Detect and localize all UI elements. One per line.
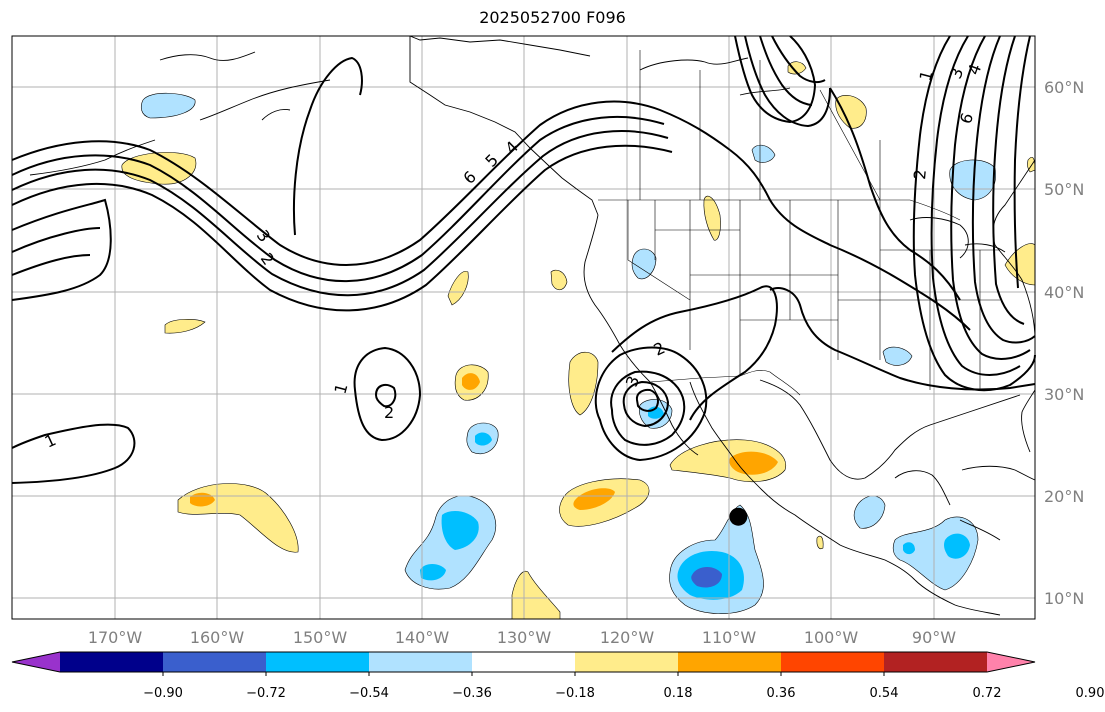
lon-label: 140°W [395,628,450,647]
contour-label: 2 [384,403,394,422]
lon-label: 100°W [804,628,859,647]
anomaly-patch-negative-strong [903,542,915,555]
anomaly-patch-positive-strong [729,451,778,475]
lon-label: 150°W [293,628,348,647]
contour-label: 1 [331,381,352,396]
colorbar-bin [781,652,885,672]
colorbar-labels: −0.90 −0.72 −0.54 −0.36 −0.18 0.18 0.36 … [143,686,1104,701]
colorbar-tick-label: 0.72 [973,686,1002,701]
colorbar-tick-label: 0.90 [1076,686,1105,701]
anomaly-patch-negative-strong [475,432,492,446]
colorbar-bin [163,652,267,672]
colorbar-extend-right [987,652,1035,672]
lat-label: 30°N [1044,385,1084,404]
colorbar-tick-label: −0.36 [452,686,492,701]
latitude-labels: 60°N 50°N 40°N 30°N 20°N 10°N [1044,78,1084,608]
colorbar-tick-label: −0.18 [555,686,595,701]
anomaly-patch-negative [751,144,776,163]
colorbar-tick-label: 0.18 [664,686,693,701]
contour-label: 2 [910,169,930,181]
colorbar-bin [472,652,576,672]
lat-label: 50°N [1044,180,1084,199]
lat-label: 60°N [1044,78,1084,97]
colorbar [11,651,1036,676]
anomaly-patch-positive [816,535,824,549]
anomaly-patch-negative-strong [420,564,446,581]
colorbar-bin [884,652,988,672]
lon-label: 130°W [497,628,552,647]
colorbar-outline [11,651,1036,673]
anomaly-patch-positive [164,319,206,334]
colorbar-extend-left [12,652,60,672]
colorbar-tick-label: −0.54 [349,686,389,701]
lon-label: 170°W [88,628,143,647]
map-title: 2025052700 F096 [479,8,626,27]
anomaly-patch-positive [447,271,469,306]
colorbar-tick-label: −0.72 [246,686,286,701]
political-borders [598,50,1000,396]
anomaly-patch-positive-strong [573,488,615,510]
anomaly-patch-positive [835,95,867,129]
map-panel: 2 3 6 5 4 1 2 1 2 3 1 3 4 6 2 [11,35,1036,620]
coastlines [29,35,1036,616]
anomaly-patch-negative [631,248,657,280]
colorbar-bin [369,652,473,672]
storm-marker [729,507,748,526]
lat-label: 40°N [1044,283,1084,302]
anomaly-patch-positive [703,195,721,241]
lon-label: 110°W [702,628,757,647]
contour-label: 1 [916,68,937,83]
anomaly-patch-negative-strong [944,533,970,559]
anomaly-patch-negative [882,346,913,366]
anomaly-patch-positive [550,269,568,291]
colorbar-tick-label: −0.90 [143,686,183,701]
anomaly-patch-negative [949,159,996,201]
anomaly-patch-negative [140,92,196,119]
colorbar-bin [60,652,164,672]
anomaly-patch-negative-strong [441,510,479,550]
colorbar-tick-label: 0.36 [767,686,796,701]
colorbar-bin [575,652,679,672]
colorbar-tick-label: 0.54 [870,686,899,701]
colorbar-bin [678,652,782,672]
lat-label: 20°N [1044,487,1084,506]
anomaly-patch-positive [787,61,807,75]
lon-label: 160°W [190,628,245,647]
lon-label: 120°W [600,628,655,647]
lat-label: 10°N [1044,589,1084,608]
colorbar-bin [266,652,370,672]
lon-label: 90°W [912,628,956,647]
anomaly-patch-negative-strongest [691,566,722,588]
longitude-labels: 170°W 160°W 150°W 140°W 130°W 120°W 110°… [88,628,956,647]
contour-lines [11,35,1036,484]
anomaly-patch-positive-strong [462,373,480,390]
